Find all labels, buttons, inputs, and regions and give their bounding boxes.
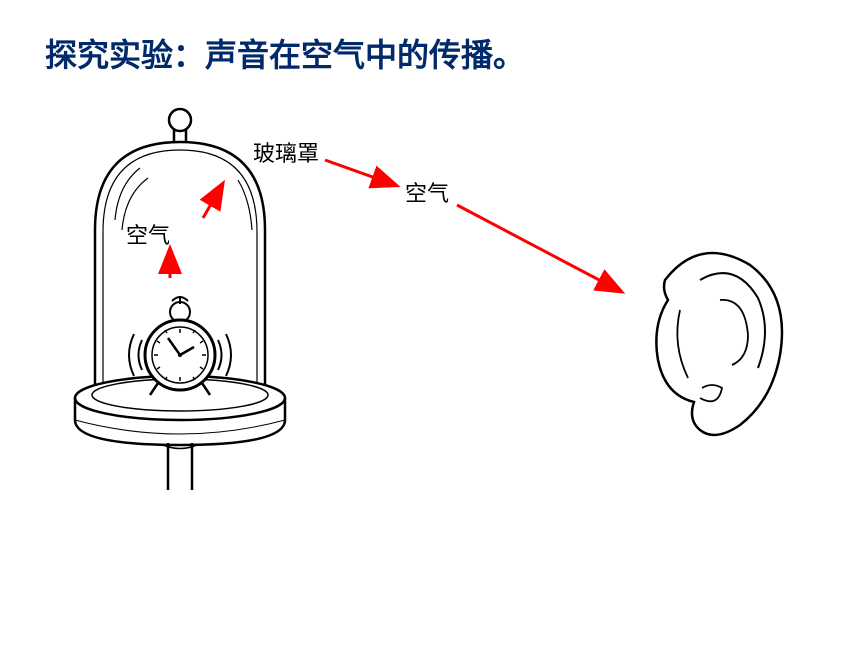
diagram-svg — [0, 0, 860, 645]
arrow-air-to-ear — [457, 205, 620, 291]
ear-icon — [656, 253, 782, 435]
arrow-glass-to-air — [325, 160, 395, 185]
arrow-bell-to-glass — [203, 185, 222, 218]
